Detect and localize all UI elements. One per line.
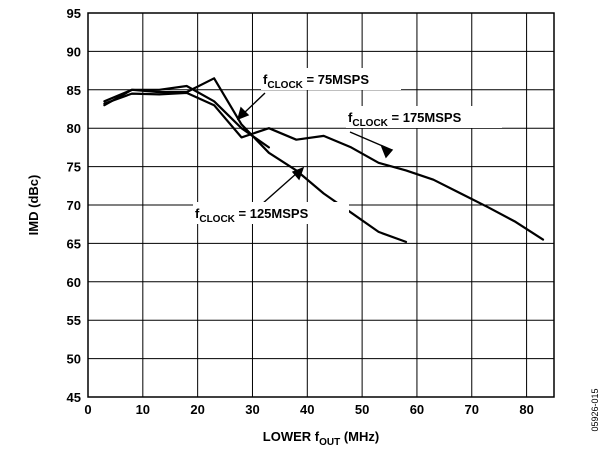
y-tick-label: 80 <box>67 121 81 136</box>
annotation-125msps-bg <box>193 202 349 224</box>
y-tick-label: 85 <box>67 83 81 98</box>
figure-id: 05926-015 <box>590 388 600 431</box>
arrow-125msps-shaft <box>261 172 298 205</box>
y-tick-label: 65 <box>67 236 81 251</box>
x-tick-label: 10 <box>136 402 150 417</box>
plot-frame <box>87 12 555 398</box>
annotation-75msps-bg <box>261 68 401 90</box>
y-tick-labels: 45 50 55 60 65 70 75 80 85 90 95 <box>67 6 81 405</box>
x-tick-label: 50 <box>355 402 369 417</box>
annotation-175msps: fCLOCK = 175MSPS <box>348 110 462 129</box>
series-line-1 <box>103 77 408 243</box>
arrow-175msps-head <box>380 145 394 159</box>
y-tick-label: 70 <box>67 198 81 213</box>
x-tick-label: 60 <box>410 402 424 417</box>
series-line-2 <box>103 91 545 241</box>
x-axis-title: LOWER fOUT (MHz) <box>263 429 379 448</box>
annotation-125msps: fCLOCK = 125MSPS <box>195 206 309 225</box>
arrow-75msps-head <box>236 106 250 121</box>
y-tick-label: 95 <box>67 6 81 21</box>
y-tick-label: 90 <box>67 44 81 59</box>
y-tick-label: 55 <box>67 313 81 328</box>
y-axis-title: IMD (dBc) <box>26 175 41 236</box>
x-tick-label: 70 <box>465 402 479 417</box>
arrow-175msps-shaft <box>349 131 393 151</box>
arrow-75msps-shaft <box>242 92 266 115</box>
x-tick-label: 0 <box>84 402 91 417</box>
annotation-75msps: fCLOCK = 75MSPS <box>263 72 369 91</box>
annotation-175msps-bg <box>346 106 502 128</box>
arrow-125msps-head <box>291 166 305 181</box>
y-tick-label: 50 <box>67 352 81 367</box>
y-tick-label: 45 <box>67 390 81 405</box>
x-tick-labels: 0 10 20 30 40 50 60 70 80 <box>84 402 533 417</box>
y-tick-label: 75 <box>67 160 81 175</box>
x-tick-label: 20 <box>190 402 204 417</box>
x-tick-label: 40 <box>300 402 314 417</box>
x-tick-label: 80 <box>519 402 533 417</box>
y-tick-label: 60 <box>67 275 81 290</box>
series-lines <box>103 77 545 243</box>
annotation-arrows <box>236 92 394 205</box>
x-tick-label: 30 <box>245 402 259 417</box>
